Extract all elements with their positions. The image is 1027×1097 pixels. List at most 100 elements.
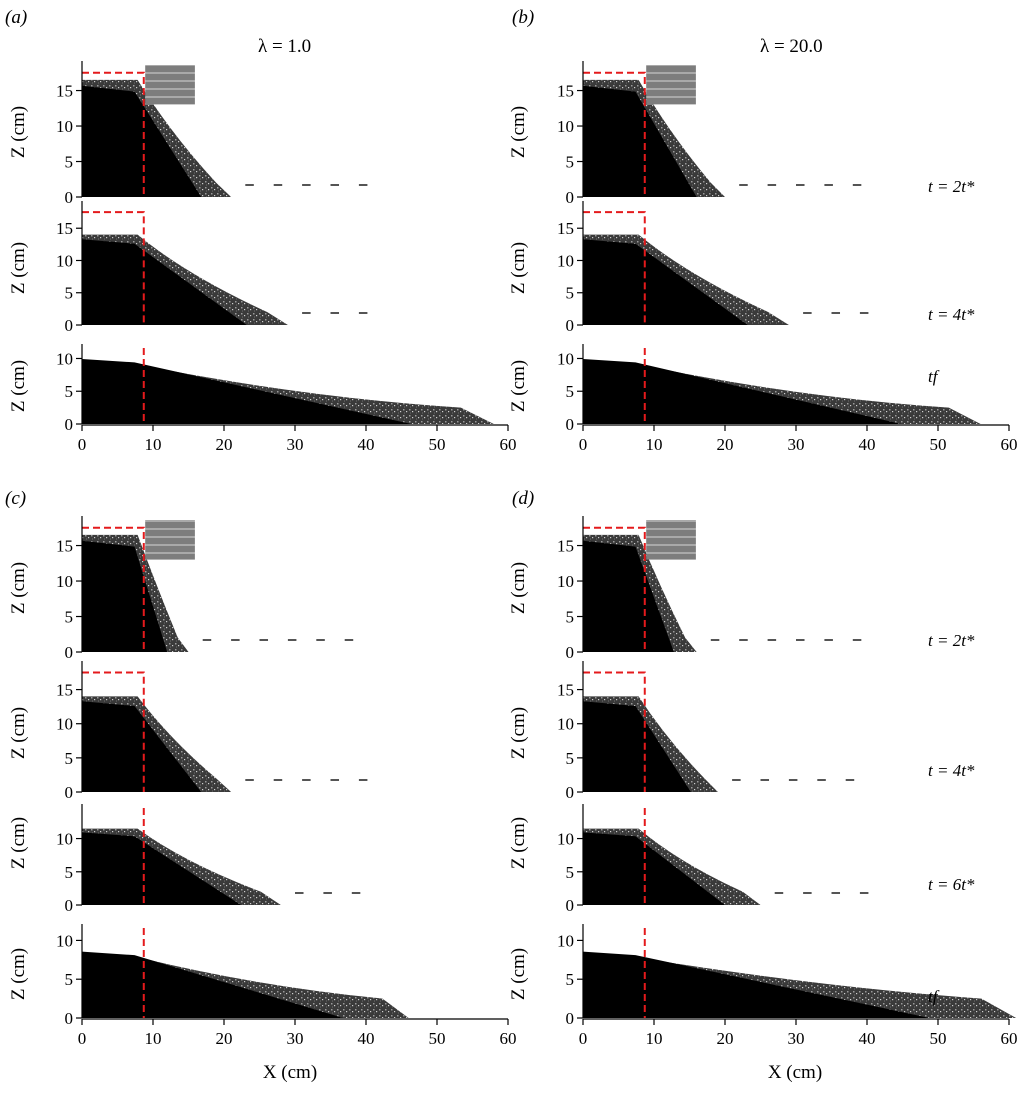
z-tick-label: 10 — [56, 931, 73, 950]
granular-core — [82, 951, 344, 1018]
gate-plate — [646, 65, 696, 105]
z-tick-label: 10 — [56, 572, 73, 591]
granular-core — [82, 832, 242, 905]
z-tick-label: 15 — [557, 537, 574, 556]
x-tick-label: 60 — [500, 435, 517, 454]
time-label-4t: t = 4t* — [928, 761, 975, 780]
time-label-2t: t = 2t* — [928, 631, 975, 650]
initial-column-outline — [82, 211, 145, 325]
granular-core — [583, 951, 930, 1018]
lambda-title-a: λ = 1.0 — [258, 36, 311, 57]
x-tick-label: 0 — [78, 1029, 87, 1048]
z-axis-label: Z (cm) — [8, 242, 29, 294]
z-tick-label: 10 — [56, 117, 73, 136]
gate-plate — [145, 65, 195, 105]
z-tick-label: 5 — [65, 970, 74, 989]
x-tick-label: 40 — [358, 1029, 375, 1048]
panel-label-a: (a) — [5, 7, 27, 28]
z-tick-label: 0 — [566, 1009, 575, 1028]
x-tick-label: 50 — [429, 1029, 446, 1048]
frames-layer — [82, 65, 1017, 1018]
z-tick-label: 0 — [65, 188, 74, 207]
x-tick-label: 10 — [646, 435, 663, 454]
x-tick-label: 20 — [216, 435, 233, 454]
z-tick-label: 0 — [566, 188, 575, 207]
x-tick-label: 30 — [788, 1029, 805, 1048]
z-tick-label: 10 — [56, 830, 73, 849]
z-axis-label: Z (cm) — [8, 707, 29, 759]
x-tick-label: 40 — [358, 435, 375, 454]
z-tick-label: 10 — [56, 349, 73, 368]
granular-core — [583, 832, 725, 905]
z-tick-label: 5 — [566, 284, 575, 303]
z-tick-label: 5 — [65, 608, 74, 627]
x-tick-label: 20 — [717, 1029, 734, 1048]
z-tick-label: 10 — [557, 715, 574, 734]
z-tick-label: 10 — [557, 349, 574, 368]
z-tick-label: 0 — [65, 643, 74, 662]
z-tick-label: 15 — [56, 537, 73, 556]
z-tick-label: 5 — [566, 749, 575, 768]
panel-label-b: (b) — [512, 7, 534, 28]
lambda-title-b: λ = 20.0 — [760, 36, 823, 57]
panel-label-c: (c) — [5, 488, 26, 509]
z-tick-label: 5 — [65, 749, 74, 768]
x-tick-label: 60 — [500, 1029, 517, 1048]
z-tick-label: 10 — [557, 931, 574, 950]
z-tick-label: 10 — [557, 572, 574, 591]
time-label-2t: t = 2t* — [928, 177, 975, 196]
x-tick-label: 20 — [717, 435, 734, 454]
panel-label-d: (d) — [512, 488, 534, 509]
x-tick-label: 30 — [287, 435, 304, 454]
z-axis-label: Z (cm) — [508, 817, 529, 869]
granular-core — [583, 85, 697, 197]
x-tick-label: 30 — [287, 1029, 304, 1048]
z-axis-labels: Z (cm) Z (cm) Z (cm) Z (cm) Z (cm) Z (cm… — [8, 106, 529, 1000]
z-tick-label: 0 — [65, 1009, 74, 1028]
initial-column-outline — [82, 526, 145, 652]
z-axis-label: Z (cm) — [8, 106, 29, 158]
z-tick-label: 15 — [557, 681, 574, 700]
z-axis-label: Z (cm) — [8, 948, 29, 1000]
z-tick-label: 0 — [566, 643, 575, 662]
granular-core — [82, 85, 202, 197]
z-axis-label: Z (cm) — [508, 242, 529, 294]
z-tick-label: 15 — [56, 681, 73, 700]
x-tick-label: 30 — [788, 435, 805, 454]
initial-column-outline — [82, 71, 145, 197]
z-axis-label: Z (cm) — [8, 562, 29, 614]
x-tick-label: 10 — [646, 1029, 663, 1048]
x-tick-label: 50 — [930, 1029, 947, 1048]
z-tick-label: 10 — [557, 251, 574, 270]
z-tick-label: 10 — [56, 251, 73, 270]
z-axis-label: Z (cm) — [508, 360, 529, 412]
z-axis-label: Z (cm) — [8, 817, 29, 869]
z-tick-label: 0 — [566, 783, 575, 802]
granular-core — [82, 540, 168, 652]
z-tick-label: 0 — [566, 415, 575, 434]
x-tick-label: 40 — [859, 1029, 876, 1048]
z-tick-label: 5 — [566, 382, 575, 401]
initial-column-outline — [583, 71, 646, 197]
gate-plate — [646, 520, 696, 560]
z-tick-label: 15 — [56, 219, 73, 238]
z-tick-label: 5 — [65, 382, 74, 401]
z-tick-label: 5 — [566, 970, 575, 989]
granular-core — [82, 239, 247, 325]
z-tick-label: 0 — [566, 316, 575, 335]
granular-core — [583, 239, 748, 325]
gate-plate — [145, 520, 195, 560]
z-tick-label: 5 — [566, 608, 575, 627]
initial-column-outline — [583, 671, 646, 792]
initial-column-outline — [583, 211, 646, 325]
granular-core — [583, 540, 674, 652]
x-tick-label: 40 — [859, 435, 876, 454]
z-tick-label: 5 — [65, 153, 74, 172]
z-tick-label: 15 — [557, 82, 574, 101]
granular-core — [82, 701, 202, 792]
z-tick-label: 5 — [65, 284, 74, 303]
x-tick-label: 0 — [579, 1029, 588, 1048]
z-tick-label: 5 — [566, 863, 575, 882]
x-tick-label: 0 — [78, 435, 87, 454]
